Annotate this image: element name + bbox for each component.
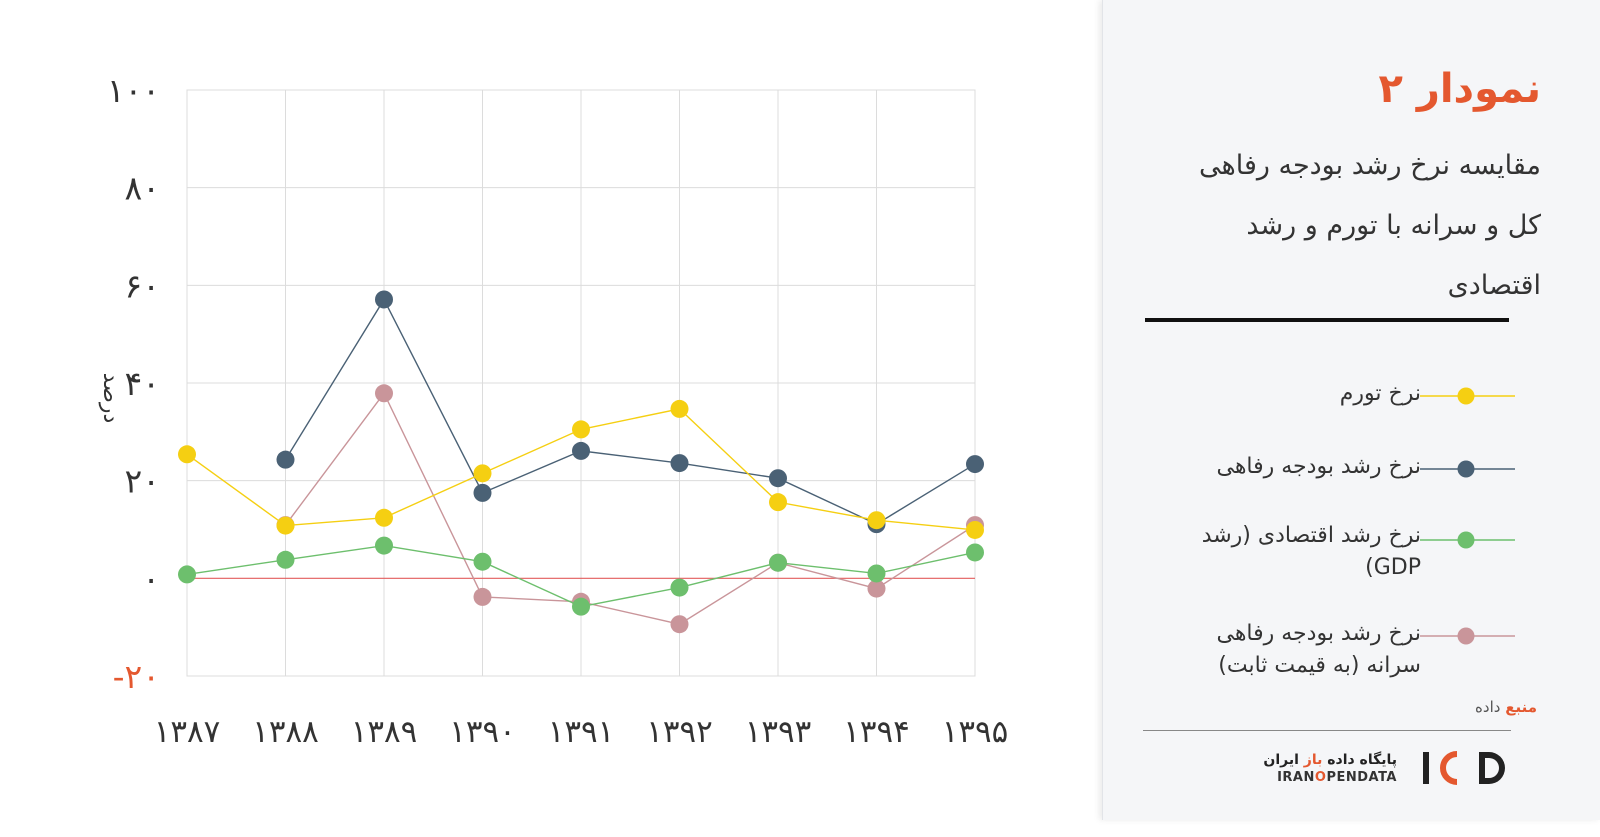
data-point <box>572 420 590 439</box>
data-point <box>867 579 886 598</box>
logo-en-part: PENDATA <box>1326 770 1397 785</box>
data-point <box>276 516 295 535</box>
data-point <box>670 578 689 597</box>
x-tick-label: ۱۳۸۸ <box>252 714 319 750</box>
sidebar-panel: نمودار ۲ مقایسه نرخ رشد بودجه رفاهی کل و… <box>1102 0 1600 820</box>
data-point <box>178 445 196 464</box>
series-group <box>276 290 984 534</box>
y-tick-label: ۴۰ <box>125 364 160 403</box>
title-divider <box>1145 318 1509 322</box>
logo-fa-part: پایگاه داده <box>1327 752 1397 768</box>
chart-title: نمودار ۲ <box>1378 66 1541 112</box>
data-point <box>966 543 984 562</box>
iod-logo-icon <box>1423 751 1505 785</box>
data-point <box>769 469 787 488</box>
data-point <box>769 493 787 512</box>
logo-text-en: IRANOPENDATA <box>1277 770 1397 785</box>
logo-en-accent: O <box>1314 770 1327 785</box>
x-tick-label: ۱۳۹۴ <box>843 714 910 750</box>
x-tick-label: ۱۳۹۳ <box>745 714 812 750</box>
y-tick-label: ۸۰ <box>125 169 160 208</box>
logo-en-part: IRAN <box>1277 770 1315 785</box>
data-point <box>670 454 689 473</box>
data-point <box>670 399 689 418</box>
legend-label: نرخ رشد اقتصادی (رشد GDP) <box>1201 523 1421 580</box>
data-point <box>375 536 393 555</box>
data-point <box>966 520 984 539</box>
data-point <box>276 550 295 569</box>
data-point <box>572 597 590 616</box>
legend-label: نرخ تورم <box>1339 381 1421 406</box>
data-point <box>473 464 492 483</box>
series-group <box>178 536 984 616</box>
legend-swatch-welfare-budget <box>1420 460 1515 478</box>
legend-swatch-inflation <box>1420 387 1515 405</box>
y-tick-label: ۲۰ <box>125 462 160 501</box>
series-line <box>284 391 976 625</box>
data-point <box>473 552 492 571</box>
x-tick-label: ۱۳۸۷ <box>154 714 221 750</box>
x-tick-label: ۱۳۹۱ <box>548 714 615 750</box>
data-point <box>769 553 787 572</box>
data-point <box>867 511 886 530</box>
series-group <box>276 384 984 634</box>
source-divider <box>1143 730 1511 731</box>
x-tick-label: ۱۳۹۵ <box>942 714 1009 750</box>
source-prefix: منبع <box>1505 698 1537 716</box>
source-link[interactable]: داده <box>1475 698 1501 716</box>
data-point <box>375 384 393 403</box>
data-point <box>276 450 295 469</box>
y-axis-label: درصد <box>98 373 123 424</box>
logo-fa-accent: باز <box>1303 752 1323 768</box>
data-point <box>375 508 393 527</box>
y-tick-label: -۲۰ <box>113 657 160 696</box>
data-point <box>178 565 196 584</box>
legend-label: نرخ رشد بودجه رفاهی سرانه (به قیمت ثابت) <box>1216 621 1421 678</box>
y-tick-label: ۶۰ <box>125 266 160 305</box>
logo-fa-part: ایران <box>1263 752 1299 768</box>
series-group <box>178 399 984 539</box>
x-tick-label: ۱۳۹۲ <box>646 714 713 750</box>
data-point <box>375 290 393 309</box>
legend-label: نرخ رشد بودجه رفاهی <box>1216 454 1421 479</box>
legend-swatch-welfare-per-capita <box>1420 627 1515 645</box>
data-point <box>473 483 492 502</box>
logo-text-fa: پایگاه داده باز ایران <box>1263 752 1397 768</box>
iranopendata-logo[interactable]: پایگاه داده باز ایران IRANOPENDATA <box>1263 748 1515 788</box>
data-point <box>670 615 689 634</box>
data-point <box>867 564 886 583</box>
legend-swatch-gdp <box>1420 531 1515 549</box>
data-point <box>572 441 590 460</box>
y-tick-label: ۱۰۰ <box>107 71 160 110</box>
chart-subtitle: مقایسه نرخ رشد بودجه رفاهی کل و سرانه با… <box>1199 150 1541 301</box>
y-tick-label: ۰ <box>142 559 160 598</box>
x-tick-label: ۱۳۸۹ <box>351 714 418 750</box>
data-point <box>966 455 984 474</box>
series-line <box>284 298 976 525</box>
line-chart: ۱۰۰ ۸۰ ۶۰ ۴۰ ۲۰ ۰ -۲۰ ۱۳۸۷ ۱۳۸۸ ۱۳۸۹ ۱۳۹۰ ۱۳۹۱ ۱۳۹۲ ۱… <box>98 71 1009 750</box>
data-source: منبع داده <box>1475 698 1537 716</box>
data-point <box>473 587 492 606</box>
x-tick-label: ۱۳۹۰ <box>449 714 516 750</box>
